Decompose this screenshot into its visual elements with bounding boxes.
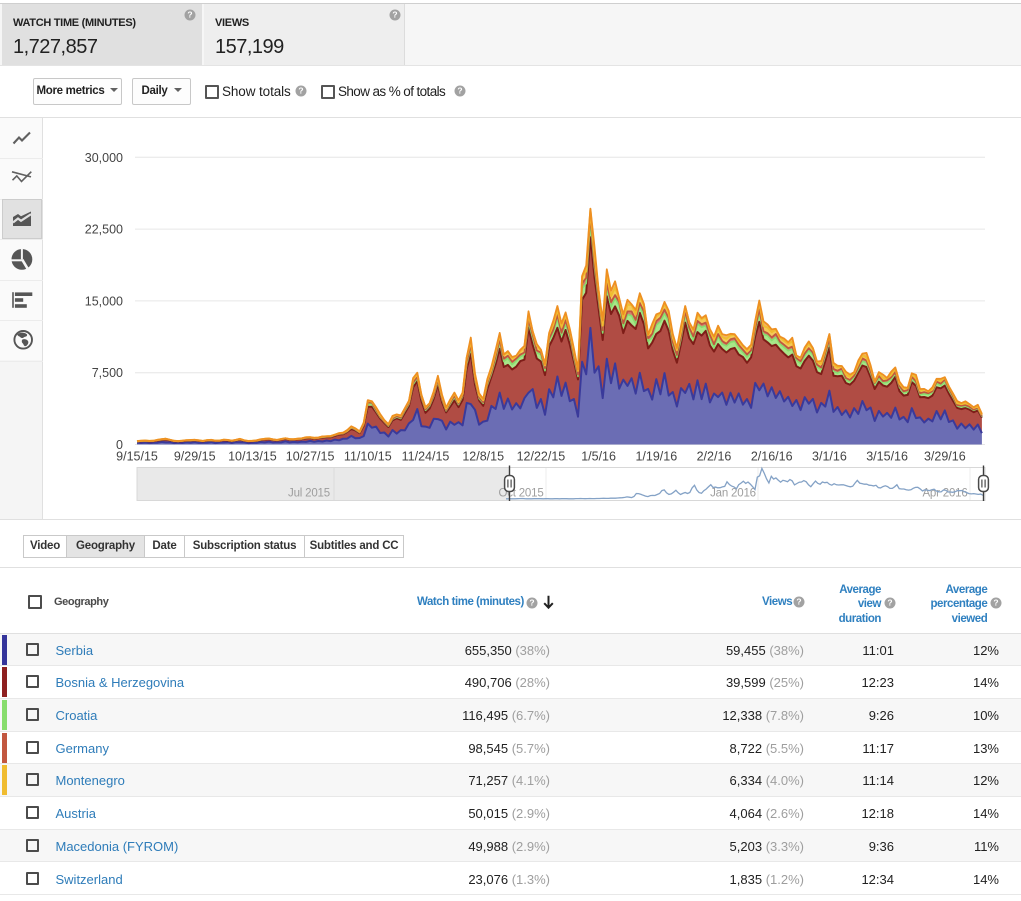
svg-text:3/1/16: 3/1/16 xyxy=(812,450,847,464)
svg-text:30,000: 30,000 xyxy=(85,151,123,165)
svg-text:9/29/15: 9/29/15 xyxy=(174,450,216,464)
svg-text:?: ? xyxy=(457,86,462,96)
svg-text:22,500: 22,500 xyxy=(85,223,123,237)
svg-text:?: ? xyxy=(993,598,998,608)
svg-text:10/27/15: 10/27/15 xyxy=(286,450,335,464)
svg-text:11/24/15: 11/24/15 xyxy=(402,450,450,464)
svg-text:0: 0 xyxy=(116,438,123,452)
svg-text:?: ? xyxy=(529,597,534,607)
svg-text:11/10/15: 11/10/15 xyxy=(344,450,392,464)
svg-text:3/29/16: 3/29/16 xyxy=(924,450,966,464)
svg-text:3/15/16: 3/15/16 xyxy=(866,450,908,464)
svg-text:Jan 2016: Jan 2016 xyxy=(710,488,756,500)
svg-text:12/8/15: 12/8/15 xyxy=(462,450,504,464)
svg-text:15,000: 15,000 xyxy=(85,294,123,308)
svg-text:7,500: 7,500 xyxy=(92,366,123,380)
svg-text:?: ? xyxy=(298,86,303,96)
svg-text:2/2/16: 2/2/16 xyxy=(697,450,732,464)
svg-text:Jul 2015: Jul 2015 xyxy=(288,488,330,500)
svg-text:?: ? xyxy=(887,598,892,608)
svg-text:Apr 2016: Apr 2016 xyxy=(922,488,967,500)
svg-text:9/15/15: 9/15/15 xyxy=(116,450,158,464)
svg-text:12/22/15: 12/22/15 xyxy=(517,450,566,464)
svg-text:?: ? xyxy=(392,9,397,19)
svg-text:?: ? xyxy=(187,9,192,19)
svg-text:1/5/16: 1/5/16 xyxy=(581,450,616,464)
svg-text:?: ? xyxy=(796,597,801,607)
svg-text:1/19/16: 1/19/16 xyxy=(635,450,677,464)
svg-text:2/16/16: 2/16/16 xyxy=(751,450,793,464)
svg-text:10/13/15: 10/13/15 xyxy=(228,450,277,464)
